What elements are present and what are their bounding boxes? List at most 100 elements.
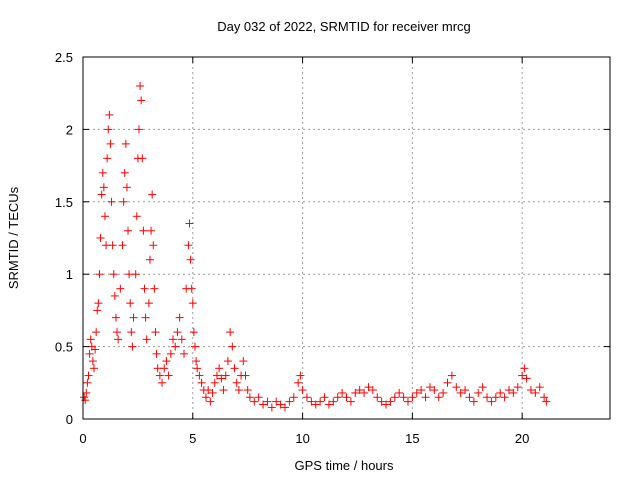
data-point: [149, 241, 158, 250]
data-point: [245, 393, 254, 402]
data-point: [226, 328, 235, 337]
data-point: [111, 313, 120, 322]
data-point: [526, 386, 535, 395]
data-point: [382, 400, 391, 409]
data-point: [82, 388, 91, 397]
data-point: [164, 371, 173, 380]
data-point: [109, 270, 118, 279]
data-point: [162, 357, 171, 366]
x-tick-label: 5: [189, 431, 196, 446]
data-point: [188, 299, 197, 308]
data-point: [535, 383, 544, 392]
data-point: [439, 388, 448, 397]
data-point: [239, 357, 248, 366]
data-point: [296, 371, 305, 380]
data-point: [212, 371, 221, 380]
data-point: [412, 388, 421, 397]
data-point: [360, 388, 369, 397]
x-tick-label: 15: [405, 431, 419, 446]
data-point: [137, 96, 146, 105]
data-point: [136, 81, 145, 90]
data-point: [417, 386, 426, 395]
data-point: [254, 393, 263, 402]
data-points: [80, 81, 551, 412]
data-point: [421, 393, 430, 402]
data-point: [243, 386, 252, 395]
data-point: [285, 397, 294, 406]
data-point: [307, 397, 316, 406]
axes: 0 0.5 1 1.5 2 2.5 0 5 10 15 20: [55, 50, 611, 446]
data-point: [373, 393, 382, 402]
data-point: [107, 197, 116, 206]
data-point: [184, 241, 193, 250]
data-point: [105, 110, 114, 119]
data-point: [329, 397, 338, 406]
data-point: [390, 393, 399, 402]
data-point: [316, 397, 325, 406]
data-point: [173, 328, 182, 337]
data-point: [119, 197, 128, 206]
data-point: [110, 291, 119, 300]
data-point: [99, 183, 108, 192]
data-point: [320, 393, 329, 402]
data-point: [474, 388, 483, 397]
data-point: [83, 378, 92, 387]
data-point: [531, 388, 540, 397]
data-point: [201, 393, 210, 402]
data-point: [324, 400, 333, 409]
data-point: [141, 313, 150, 322]
chart-title: Day 032 of 2022, SRMTID for receiver mrc…: [217, 19, 471, 34]
data-point: [160, 364, 169, 373]
data-point: [195, 371, 204, 380]
data-point: [189, 328, 198, 337]
data-point: [155, 371, 164, 380]
data-point: [443, 378, 452, 387]
data-point: [267, 403, 276, 412]
data-point: [408, 393, 417, 402]
data-point: [259, 400, 268, 409]
data-point: [166, 349, 175, 358]
data-point: [147, 226, 156, 235]
data-point: [478, 383, 487, 392]
data-point: [491, 393, 500, 402]
data-point: [132, 212, 141, 221]
data-point: [186, 255, 195, 264]
data-point: [302, 393, 311, 402]
data-point: [228, 342, 237, 351]
data-point: [234, 386, 243, 395]
data-point: [116, 284, 125, 293]
data-point: [85, 349, 94, 358]
y-tick-label: 0: [66, 412, 73, 427]
data-point: [97, 190, 106, 199]
data-point: [113, 328, 122, 337]
data-point: [94, 299, 103, 308]
data-point: [187, 284, 196, 293]
data-point: [346, 397, 355, 406]
x-tick-label: 10: [295, 431, 309, 446]
data-point: [355, 386, 364, 395]
data-point: [86, 335, 95, 344]
data-point: [520, 364, 529, 373]
data-point: [461, 386, 470, 395]
data-point: [513, 383, 522, 392]
data-point: [377, 397, 386, 406]
data-point: [177, 335, 186, 344]
data-point: [500, 393, 509, 402]
data-point: [197, 378, 206, 387]
data-point: [88, 357, 97, 366]
x-tick-label: 0: [79, 431, 86, 446]
data-point: [434, 393, 443, 402]
data-point: [144, 299, 153, 308]
data-point: [395, 388, 404, 397]
data-point: [158, 378, 167, 387]
data-point: [148, 190, 157, 199]
data-point: [204, 386, 213, 395]
data-point: [210, 378, 219, 387]
y-tick-label: 0.5: [55, 340, 73, 355]
x-tick-label: 20: [515, 431, 529, 446]
data-point: [368, 386, 377, 395]
data-point: [140, 284, 149, 293]
data-point: [504, 386, 513, 395]
data-point: [103, 154, 112, 163]
